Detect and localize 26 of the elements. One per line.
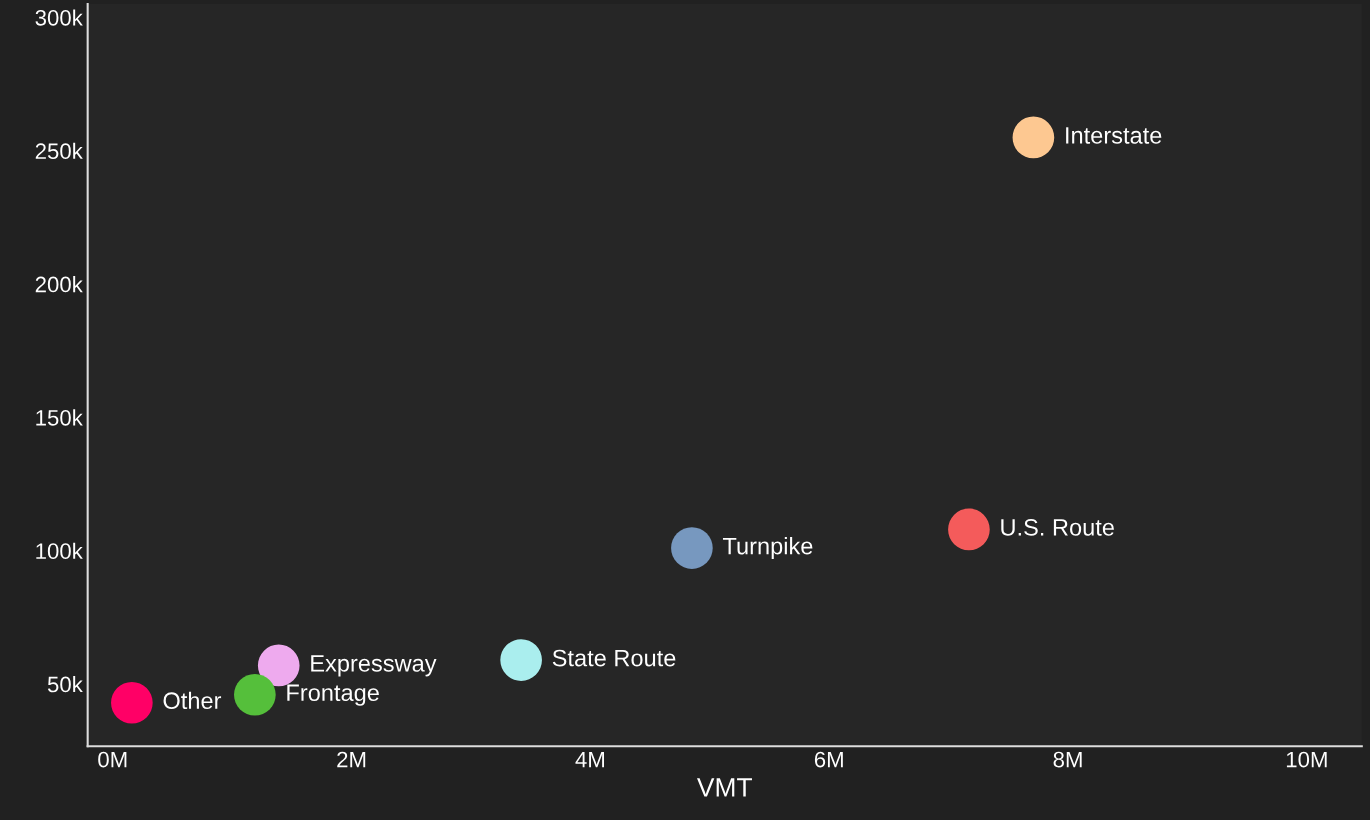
series-label: Frontage xyxy=(287,684,379,706)
series-label: State Route xyxy=(552,649,676,667)
y-tick-label: 250k xyxy=(35,142,83,160)
series-label: Expressway xyxy=(311,655,437,677)
x-tick-label: 0M xyxy=(98,751,127,768)
series-label: Interstate xyxy=(1066,127,1162,144)
y-tick-label: 100k xyxy=(36,542,83,560)
series-label: Turnpike xyxy=(722,537,813,560)
point xyxy=(1012,116,1055,159)
point xyxy=(671,527,713,569)
x-axis-title: VMT xyxy=(696,778,752,797)
x-tick-label: 10M xyxy=(1286,751,1327,768)
x-tick-label: 6M xyxy=(814,751,843,768)
point xyxy=(234,673,276,716)
x-tick-label: 4M xyxy=(575,751,605,768)
point xyxy=(948,508,990,551)
x-tick-label: 8M xyxy=(1053,751,1082,768)
y-tick-label: 200k xyxy=(35,276,83,293)
y-tick-label: 300k xyxy=(35,9,83,26)
point xyxy=(111,681,153,724)
point xyxy=(500,639,542,681)
series-label: U.S. Route xyxy=(1001,519,1114,536)
y-tick-label: 150k xyxy=(36,409,83,426)
x-tick-label: 2M xyxy=(337,751,366,768)
series-label: Other xyxy=(163,691,222,710)
y-tick-label: 50k xyxy=(47,676,83,693)
